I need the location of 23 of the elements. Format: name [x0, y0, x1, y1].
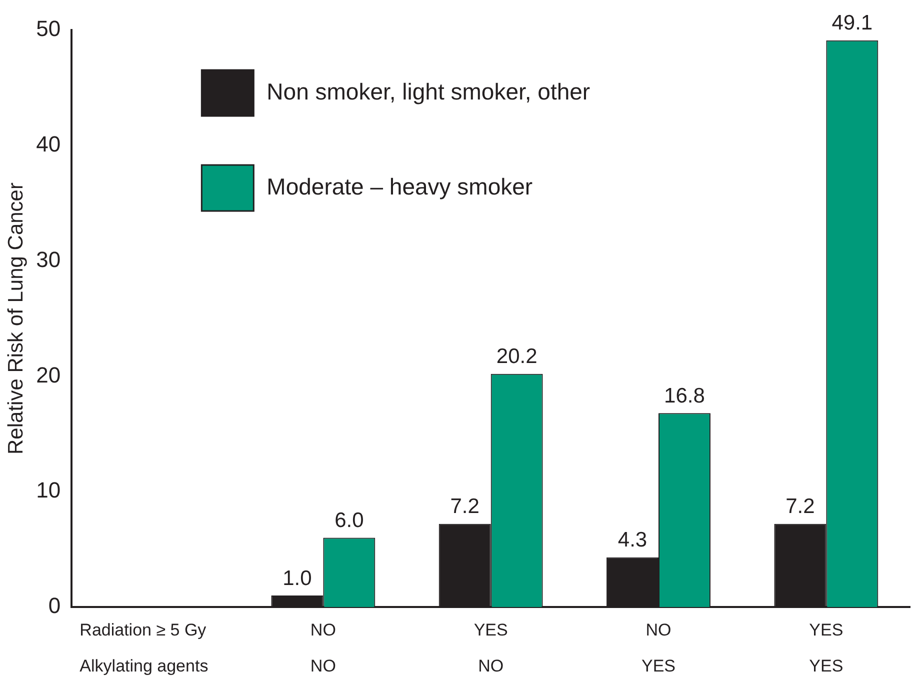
text: Radiation ≥ 5 Gy [80, 620, 207, 640]
y-tick-label: 0 [48, 593, 61, 618]
data-label: 20.2 [496, 345, 538, 368]
x-tick-label: NO YES [641, 620, 676, 676]
data-label: 4.3 [618, 528, 648, 552]
data-label: 7.2 [450, 495, 480, 518]
data-label: 1.0 [282, 566, 312, 590]
y-tick-label: 20 [36, 362, 61, 388]
x-tick-label: YES YES [809, 620, 844, 676]
y-tick-label: 10 [36, 478, 61, 503]
data-label: 49.1 [832, 12, 873, 35]
legend-label: Non smoker, light smoker, other [266, 78, 590, 104]
y-tick-label: 30 [36, 246, 61, 272]
y-tick-label: 40 [36, 131, 61, 156]
data-label: 16.8 [664, 384, 705, 408]
y-tick-label: 50 [36, 16, 61, 42]
text: Alkylating agents [80, 656, 208, 676]
legend-label: Moderate – heavy smoker [266, 173, 533, 200]
data-label: 6.0 [334, 509, 364, 532]
data-label: 7.2 [786, 495, 815, 518]
x-tick-label: YES NO [474, 620, 508, 676]
x-tick-label: NO NO [310, 620, 336, 676]
y-axis-title: Relative Risk of Lung Cancer [4, 182, 28, 454]
